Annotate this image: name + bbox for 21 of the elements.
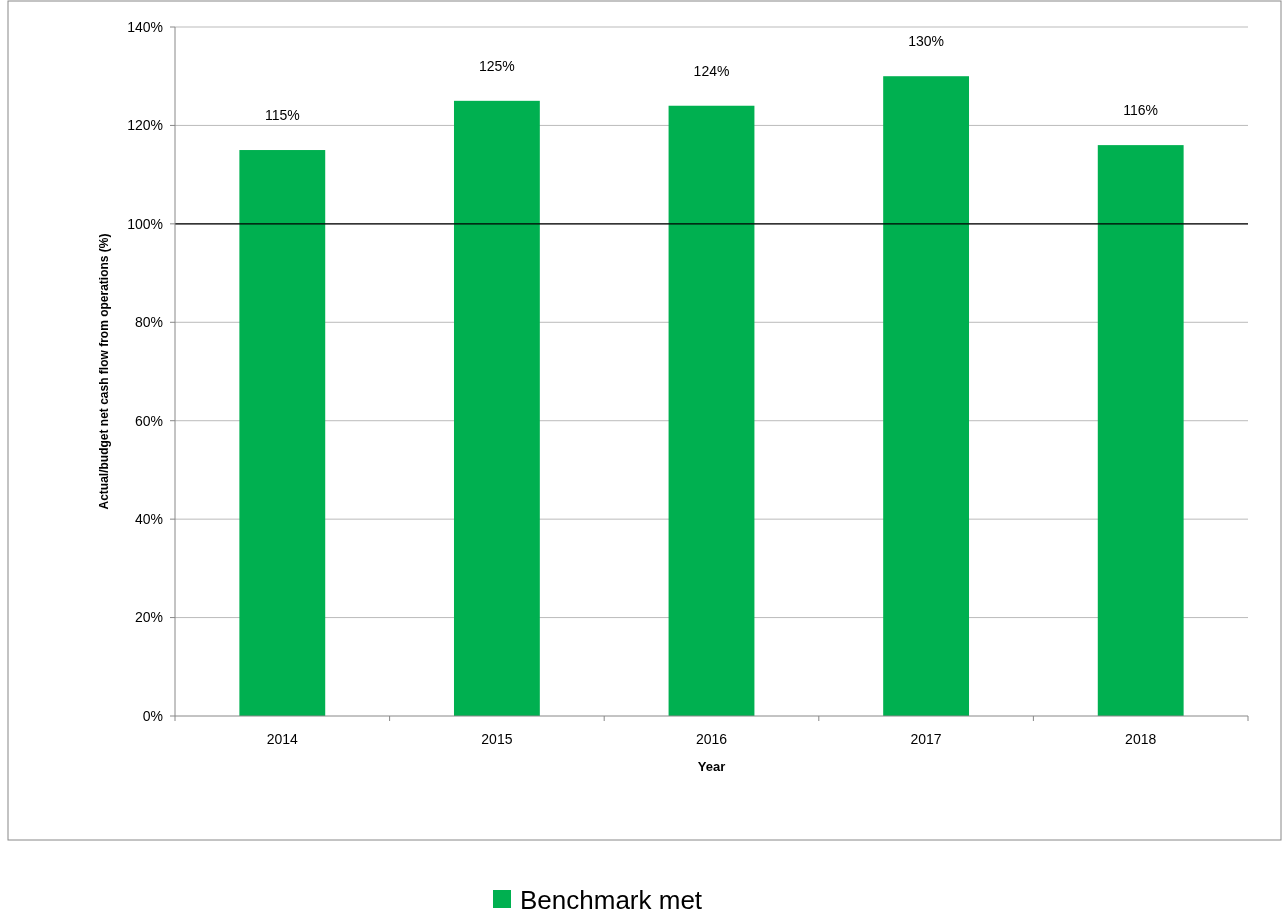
y-tick-label: 40% — [134, 511, 163, 528]
y-tick-label: 0% — [142, 707, 163, 724]
x-tick-label: 2014 — [266, 731, 299, 747]
y-axis-title: Actual/budget net cash flow from operations (%) — [97, 233, 111, 510]
x-tick-label: 2015 — [481, 731, 513, 747]
y-tick-label: 120% — [127, 117, 163, 134]
y-tick-label: 140% — [127, 18, 163, 35]
data-label: 125% — [478, 57, 515, 74]
y-tick-label: 60% — [134, 412, 163, 429]
y-tick-label: 20% — [134, 609, 163, 626]
data-label: 130% — [908, 33, 945, 50]
x-tick-label: 2016 — [695, 731, 728, 747]
data-label: 124% — [693, 62, 730, 79]
x-tick-label: 2018 — [1125, 731, 1157, 747]
data-label: 116% — [1123, 102, 1159, 119]
x-tick-label: 2017 — [910, 731, 942, 747]
legend-label: Benchmark met — [520, 885, 703, 914]
y-tick-label: 100% — [127, 215, 163, 232]
y-tick-label: 80% — [134, 314, 163, 331]
x-axis-title: Year — [697, 759, 726, 774]
data-label: 115% — [264, 107, 300, 124]
